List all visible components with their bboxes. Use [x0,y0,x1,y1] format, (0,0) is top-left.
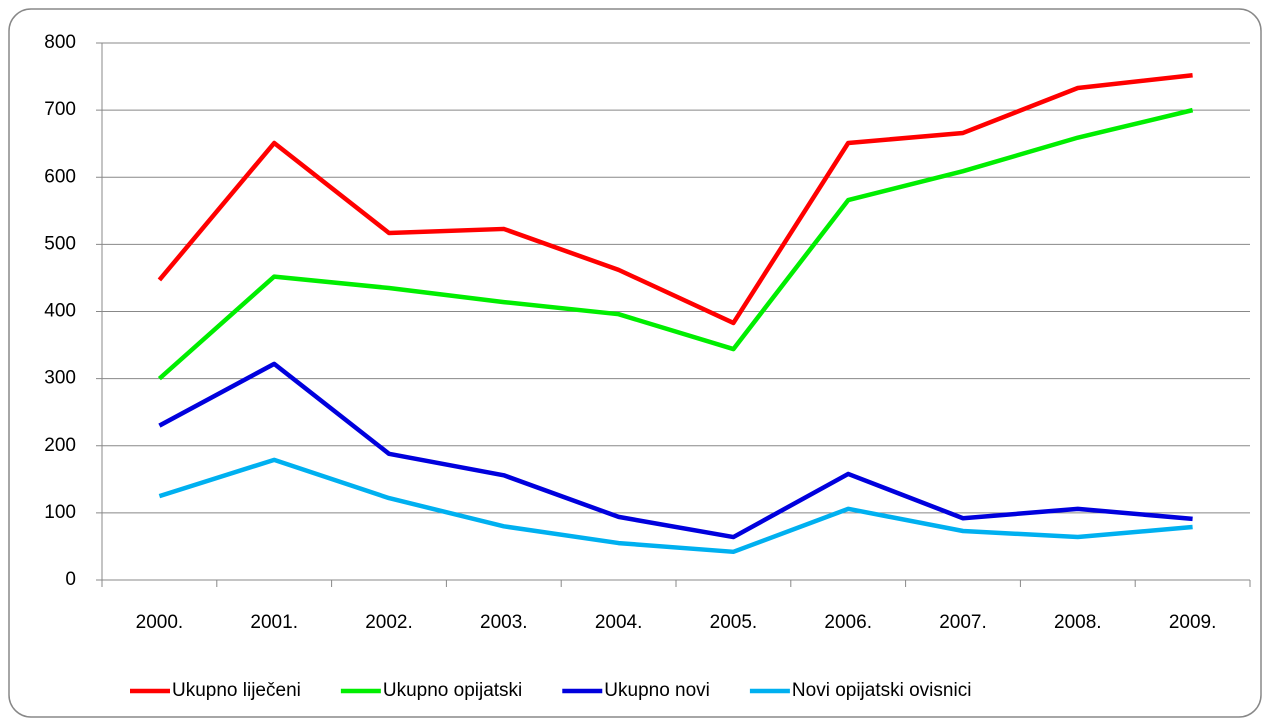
y-tick-label: 0 [65,569,76,590]
y-tick-label: 800 [44,32,76,53]
x-tick-label: 2007. [939,612,987,633]
legend-label: Ukupno opijatski [383,680,522,701]
x-tick-label: 2006. [824,612,872,633]
y-tick-label: 200 [44,435,76,456]
x-tick-label: 2005. [710,612,758,633]
x-tick-label: 2004. [595,612,643,633]
y-tick-label: 300 [44,368,76,389]
y-tick-label: 500 [44,233,76,254]
chart: 0 100 200 300 400 500 600 700 800 2000. 2001. 2002.… [0,0,1270,726]
x-tick-label: 2008. [1054,612,1102,633]
x-tick-label: 2002. [365,612,413,633]
x-tick-label: 2001. [250,612,298,633]
x-tick-label: 2003. [480,612,528,633]
legend-label: Ukupno liječeni [172,680,301,701]
y-tick-label: 100 [44,502,76,523]
legend-label: Ukupno novi [604,680,710,701]
y-tick-label: 600 [44,166,76,187]
chart-frame [9,9,1261,717]
legend-label: Novi opijatski ovisnici [792,680,972,701]
x-tick-label: 2009. [1169,612,1217,633]
page: 0 100 200 300 400 500 600 700 800 2000. 2001. 2002.… [0,0,1270,726]
y-tick-label: 700 [44,99,76,120]
x-tick-label: 2000. [136,612,184,633]
y-tick-label: 400 [44,301,76,322]
